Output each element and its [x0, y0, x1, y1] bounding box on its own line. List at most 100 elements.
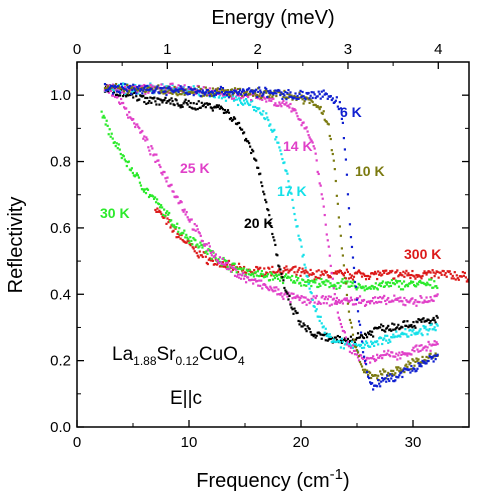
- data-point: [301, 325, 304, 328]
- data-point: [433, 326, 436, 329]
- data-point: [340, 271, 343, 275]
- data-point: [304, 98, 307, 101]
- data-point: [418, 364, 421, 368]
- data-point: [153, 196, 157, 199]
- data-point: [202, 94, 205, 97]
- data-point: [217, 91, 220, 95]
- data-point: [303, 272, 306, 275]
- data-point: [357, 359, 361, 362]
- data-point: [173, 85, 176, 89]
- data-point: [195, 224, 198, 227]
- data-point: [427, 359, 430, 363]
- data-point: [344, 336, 348, 339]
- data-point: [291, 98, 294, 101]
- data-point: [213, 96, 216, 99]
- data-point: [292, 292, 295, 295]
- data-point: [388, 353, 391, 357]
- data-point: [343, 148, 346, 151]
- data-point: [195, 91, 198, 95]
- data-point: [323, 331, 326, 334]
- data-point: [144, 85, 147, 88]
- data-point: [299, 118, 302, 121]
- data-point: [283, 286, 286, 290]
- data-point: [269, 221, 272, 225]
- data-point: [272, 274, 276, 277]
- data-point: [349, 296, 353, 299]
- data-point: [140, 88, 143, 91]
- data-point: [156, 207, 159, 210]
- data-point: [348, 318, 352, 322]
- data-point: [240, 128, 244, 131]
- data-point: [398, 370, 401, 373]
- data-point: [206, 249, 209, 252]
- data-point: [326, 333, 329, 336]
- data-point: [396, 280, 400, 283]
- data-point: [301, 255, 304, 258]
- data-point: [270, 128, 273, 131]
- data-point: [123, 91, 126, 94]
- data-point: [345, 297, 349, 300]
- data-point: [290, 279, 293, 282]
- data-point: [216, 260, 219, 263]
- data-point: [405, 283, 409, 286]
- data-point: [266, 95, 269, 99]
- data-point: [134, 85, 137, 88]
- data-point: [395, 352, 398, 355]
- data-point: [158, 203, 161, 206]
- data-point: [252, 105, 255, 109]
- data-point: [274, 273, 278, 276]
- data-point: [196, 254, 199, 257]
- data-point: [223, 263, 227, 266]
- data-point: [288, 93, 291, 96]
- data-point: [337, 107, 340, 111]
- data-point: [380, 354, 383, 357]
- data-point: [163, 86, 166, 89]
- data-point: [206, 252, 209, 256]
- data-point: [167, 221, 170, 224]
- data-point: [460, 275, 463, 278]
- data-point: [205, 243, 208, 246]
- data-point: [352, 266, 356, 269]
- data-point: [307, 298, 310, 302]
- data-point: [303, 300, 306, 303]
- data-point: [294, 281, 297, 284]
- data-point: [309, 331, 312, 334]
- data-point: [290, 268, 293, 271]
- data-point: [244, 139, 247, 142]
- data-point: [271, 265, 274, 269]
- data-point: [176, 88, 179, 92]
- data-point: [317, 315, 320, 318]
- data-point: [297, 234, 300, 237]
- data-point: [192, 85, 195, 88]
- data-point: [125, 164, 128, 168]
- data-point: [341, 121, 344, 124]
- data-point: [200, 101, 203, 104]
- data-point: [285, 265, 288, 268]
- data-point: [279, 103, 282, 106]
- data-point: [243, 89, 246, 92]
- data-point: [286, 292, 289, 295]
- data-point: [158, 92, 161, 95]
- data-point: [260, 97, 263, 100]
- data-point: [103, 116, 106, 119]
- data-point: [234, 88, 238, 91]
- data-point: [409, 299, 412, 302]
- data-point: [365, 341, 369, 345]
- data-point: [324, 295, 327, 299]
- data-point: [388, 379, 391, 383]
- data-point: [391, 336, 394, 339]
- data-point: [359, 343, 363, 346]
- data-point: [395, 330, 398, 333]
- data-point: [264, 89, 267, 92]
- data-point: [312, 272, 315, 276]
- data-point: [277, 141, 280, 144]
- data-point: [339, 107, 342, 110]
- data-point: [335, 287, 338, 290]
- data-point: [163, 98, 166, 102]
- data-point: [265, 201, 268, 204]
- data-point: [168, 211, 171, 215]
- data-point: [298, 298, 301, 302]
- data-point: [138, 98, 141, 101]
- data-point: [293, 271, 296, 274]
- x2-tick-label: 4: [434, 41, 442, 58]
